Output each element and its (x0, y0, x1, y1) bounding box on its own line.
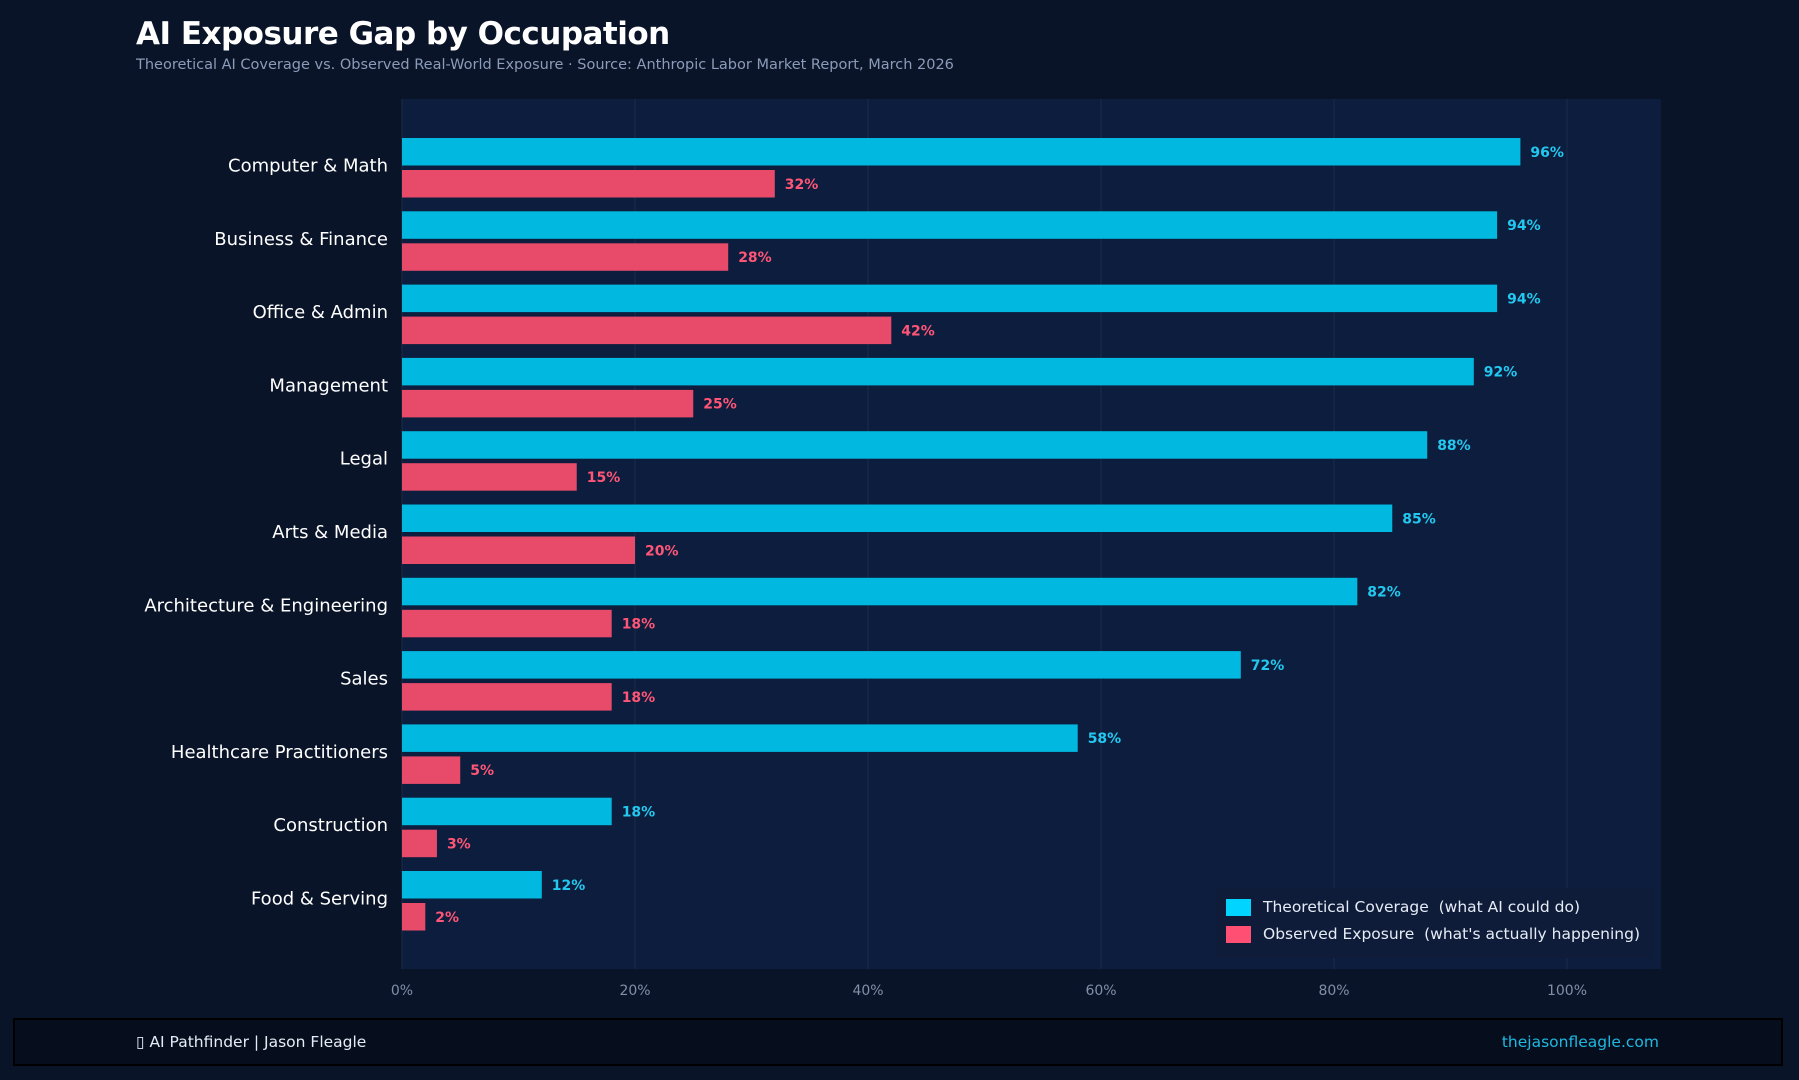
category-label: Healthcare Practitioners (171, 742, 388, 763)
value-label-theoretical: 94% (1507, 218, 1541, 234)
bar-observed (402, 536, 635, 564)
value-label-observed: 15% (587, 470, 621, 486)
value-label-theoretical: 18% (622, 804, 656, 820)
value-label-theoretical: 85% (1402, 511, 1436, 527)
value-label-theoretical: 12% (552, 878, 586, 894)
category-label: Food & Serving (251, 889, 388, 910)
bar-theoretical (402, 504, 1393, 532)
category-label: Office & Admin (253, 302, 388, 323)
value-label-observed: 18% (622, 617, 656, 633)
value-label-theoretical: 58% (1088, 731, 1122, 747)
chart-title: AI Exposure Gap by Occupation (136, 16, 670, 52)
legend-swatch-theoretical (1226, 898, 1251, 916)
x-tick-label: 80% (1318, 983, 1349, 999)
x-tick-label: 60% (1085, 983, 1116, 999)
footer-brand: ▯ AI Pathfinder | Jason Fleagle (136, 1033, 367, 1051)
bar-observed (402, 756, 461, 784)
category-label: Architecture & Engineering (144, 595, 388, 616)
bar-observed (402, 389, 694, 418)
value-label-theoretical: 72% (1251, 658, 1285, 674)
legend-item-observed: Observed Exposure (what's actually happe… (1226, 925, 1640, 943)
bar-theoretical (402, 138, 1521, 166)
bar-observed (402, 243, 729, 271)
category-label: Legal (340, 449, 388, 470)
bar-observed (402, 463, 577, 491)
value-label-observed: 20% (645, 543, 679, 559)
legend: Theoretical Coverage (what AI could do) … (1216, 888, 1654, 958)
bar-observed (402, 170, 775, 198)
bar-theoretical (402, 871, 542, 899)
legend-item-theoretical: Theoretical Coverage (what AI could do) (1226, 898, 1580, 916)
legend-swatch-observed (1226, 925, 1251, 943)
value-label-theoretical: 82% (1367, 585, 1401, 601)
bar-observed (402, 829, 437, 858)
value-label-observed: 32% (785, 177, 819, 193)
legend-label-observed: Observed Exposure (what's actually happe… (1263, 925, 1641, 943)
value-label-theoretical: 96% (1530, 145, 1564, 161)
x-tick-label: 20% (619, 983, 650, 999)
x-tick-label: 100% (1547, 983, 1587, 999)
bar-theoretical (402, 211, 1498, 239)
bar-observed (402, 609, 612, 638)
bar-observed (402, 903, 426, 931)
legend-label-theoretical: Theoretical Coverage (what AI could do) (1263, 898, 1581, 916)
chart-subtitle: Theoretical AI Coverage vs. Observed Rea… (136, 57, 954, 73)
bar-theoretical (402, 651, 1241, 679)
value-label-observed: 3% (447, 836, 471, 852)
bar-observed (402, 683, 612, 711)
bar-theoretical (402, 797, 612, 826)
value-label-observed: 28% (738, 250, 772, 266)
bar-theoretical (402, 357, 1474, 386)
value-label-observed: 42% (901, 323, 935, 339)
value-label-observed: 5% (470, 763, 494, 779)
bar-theoretical (402, 284, 1498, 313)
category-label: Construction (273, 815, 388, 836)
bar-theoretical (402, 577, 1358, 606)
footer: ▯ AI Pathfinder | Jason Fleagle thejason… (13, 1018, 1783, 1066)
x-tick-label: 0% (391, 983, 413, 999)
category-label: Management (269, 375, 388, 396)
category-label: Arts & Media (272, 522, 388, 543)
value-label-observed: 18% (622, 690, 656, 706)
x-tick-label: 40% (852, 983, 883, 999)
value-label-theoretical: 88% (1437, 438, 1471, 454)
category-label: Computer & Math (228, 156, 388, 177)
bar-theoretical (402, 724, 1078, 752)
footer-website-link[interactable]: thejasonfleagle.com (1501, 1033, 1659, 1051)
value-label-observed: 25% (703, 397, 737, 413)
category-label: Business & Finance (214, 229, 388, 250)
value-label-observed: 2% (435, 910, 459, 926)
value-label-theoretical: 94% (1507, 291, 1541, 307)
bar-theoretical (402, 431, 1428, 459)
category-label: Sales (340, 669, 388, 690)
value-label-theoretical: 92% (1484, 365, 1518, 381)
bar-observed (402, 316, 892, 345)
